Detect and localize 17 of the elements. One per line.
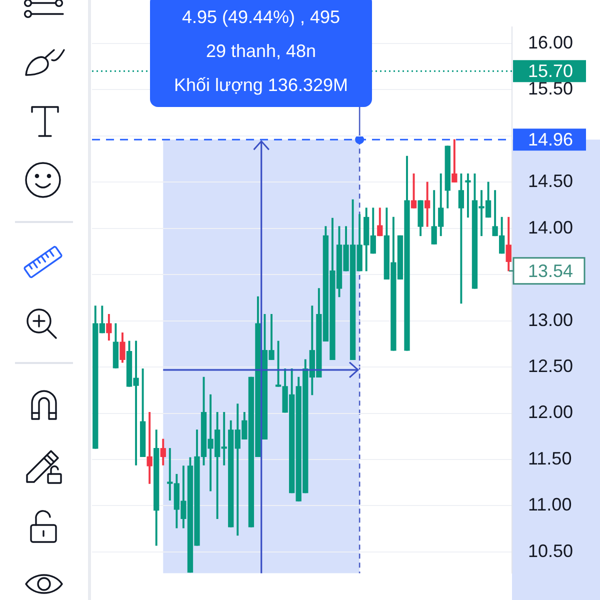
ref-line-label: 15.70 xyxy=(528,61,574,82)
candlestick xyxy=(465,173,471,218)
annotation: 29 thanh, 48n xyxy=(204,40,318,63)
y-tick-label: 15.50 xyxy=(528,78,574,99)
y-tick-label: 10.50 xyxy=(528,540,574,561)
y-tick-label: 11.50 xyxy=(528,448,572,468)
y-tick-label: 12.00 xyxy=(528,402,574,422)
text: 13.54 xyxy=(528,260,574,281)
y-tick-label: 13.00 xyxy=(528,310,574,330)
ref-line-label: 14.96 xyxy=(528,130,574,150)
annotation: Khối lượng 136.329M xyxy=(173,74,349,97)
y-tick-label: 11.00 xyxy=(528,494,572,515)
annotation: 4.95 (49.44%) , 495 xyxy=(180,6,342,29)
y-tick-label: 14.50 xyxy=(528,171,574,192)
y-tick-label: 14.00 xyxy=(528,217,574,238)
y-tick-label: 12.50 xyxy=(528,356,574,376)
y-tick-label: 16.00 xyxy=(528,32,574,52)
